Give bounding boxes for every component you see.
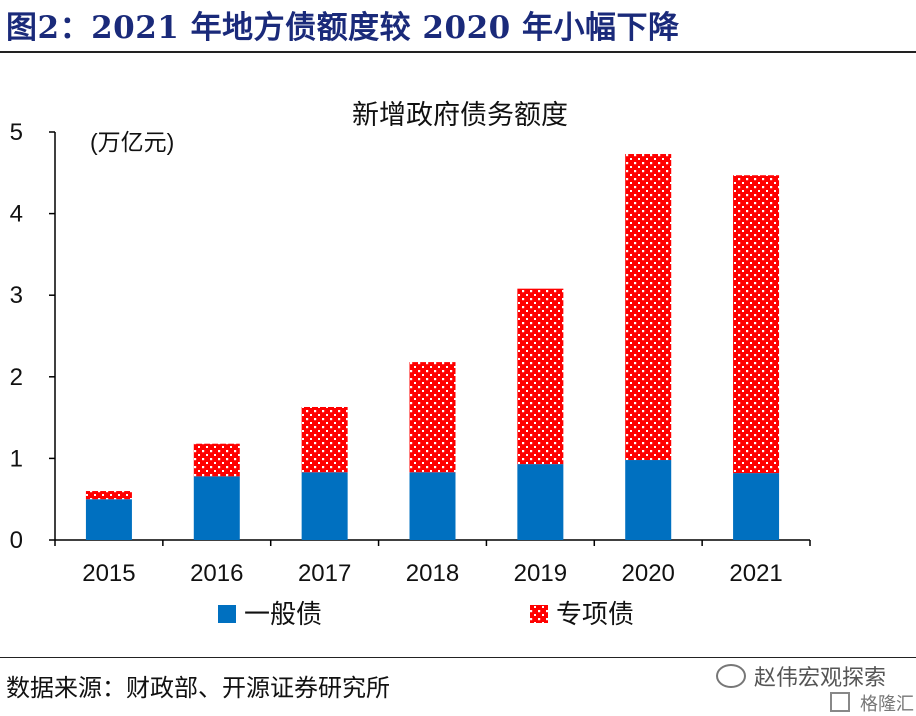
y-tick-label: 0 <box>10 527 23 554</box>
source-note: 数据来源：财政部、开源证券研究所 <box>6 674 390 702</box>
gelonghui-logo-icon <box>830 692 851 712</box>
bar-general-bond-2015 <box>85 499 132 540</box>
y-tick-label: 1 <box>10 445 23 472</box>
watermark-gelonghui: 格隆汇 <box>830 690 914 716</box>
bar-general-bond-2021 <box>733 473 780 540</box>
bar-special-bond-2019 <box>517 288 564 465</box>
bottom-rule <box>0 657 916 658</box>
legend-label-0: 一般债 <box>244 599 322 629</box>
x-tick-label: 2017 <box>298 560 351 587</box>
legend: 一般债 专项债 <box>218 599 634 629</box>
y-tick-label: 3 <box>10 282 23 309</box>
x-tick-label: 2015 <box>82 560 135 587</box>
y-tick-label: 5 <box>10 119 23 146</box>
legend-label-1: 专项债 <box>556 599 634 629</box>
watermark: 赵伟宏观探索 <box>715 660 886 692</box>
x-tick-label: 2019 <box>514 560 567 587</box>
top-rule <box>0 51 916 53</box>
bars <box>85 154 780 540</box>
x-tick-label: 2018 <box>406 560 459 587</box>
figure-title: 图2：2021 年地方债额度较 2020 年小幅下降 <box>6 10 680 46</box>
unit-label: (万亿元) <box>90 129 174 155</box>
x-tick-label: 2020 <box>622 560 675 587</box>
watermark-text: 赵伟宏观探索 <box>753 666 886 691</box>
y-axis: 0 1 2 3 4 5 <box>10 119 56 554</box>
bar-special-bond-2018 <box>409 362 456 473</box>
bar-general-bond-2020 <box>625 460 672 540</box>
bar-general-bond-2016 <box>193 476 240 540</box>
bar-general-bond-2018 <box>409 472 456 540</box>
x-tick-label: 2021 <box>729 560 782 587</box>
bar-special-bond-2015 <box>85 491 132 500</box>
y-tick-label: 4 <box>10 201 23 228</box>
bar-special-bond-2017 <box>301 406 348 473</box>
bar-special-bond-2016 <box>193 443 240 477</box>
x-tick-label: 2016 <box>190 560 243 587</box>
bar-special-bond-2020 <box>625 154 672 461</box>
bar-general-bond-2017 <box>301 472 348 540</box>
chart-title: 新增政府债务额度 <box>352 100 568 131</box>
wechat-icon <box>715 664 746 688</box>
legend-swatch-0 <box>218 605 236 623</box>
y-tick-label: 2 <box>10 364 23 391</box>
bar-general-bond-2019 <box>517 464 564 540</box>
x-axis: 2015 2016 2017 2018 2019 2020 2021 <box>54 539 811 587</box>
watermark2-text: 格隆汇 <box>860 694 914 715</box>
bar-special-bond-2021 <box>733 175 780 474</box>
legend-swatch-1 <box>530 605 548 623</box>
